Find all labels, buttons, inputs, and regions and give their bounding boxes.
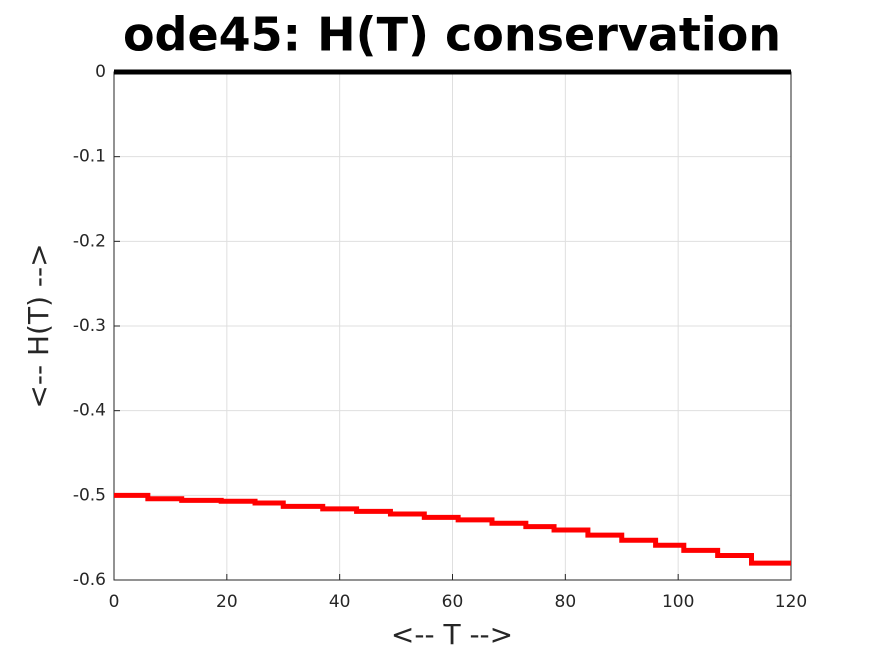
x-tick-label: 40 bbox=[329, 592, 351, 612]
data-line bbox=[114, 492, 791, 566]
x-tick-label: 0 bbox=[109, 592, 120, 612]
y-tick-label: -0.6 bbox=[73, 570, 106, 590]
y-tick-label: -0.1 bbox=[73, 147, 106, 167]
y-axis-label: <-- H(T) --> bbox=[22, 243, 55, 408]
x-axis-label: <-- T --> bbox=[391, 618, 513, 651]
y-tick-label: -0.3 bbox=[73, 316, 106, 336]
y-tick-label: 0 bbox=[95, 62, 106, 82]
x-tick-label: 100 bbox=[662, 592, 694, 612]
chart-title: ode45: H(T) conservation bbox=[123, 8, 781, 62]
x-tick-label: 80 bbox=[555, 592, 577, 612]
x-tick-label: 60 bbox=[442, 592, 464, 612]
y-tick-label: -0.5 bbox=[73, 485, 106, 505]
y-tick-label: -0.2 bbox=[73, 231, 106, 251]
y-tick-label: -0.4 bbox=[73, 401, 106, 421]
x-tick-label: 120 bbox=[775, 592, 807, 612]
x-tick-label: 20 bbox=[216, 592, 238, 612]
